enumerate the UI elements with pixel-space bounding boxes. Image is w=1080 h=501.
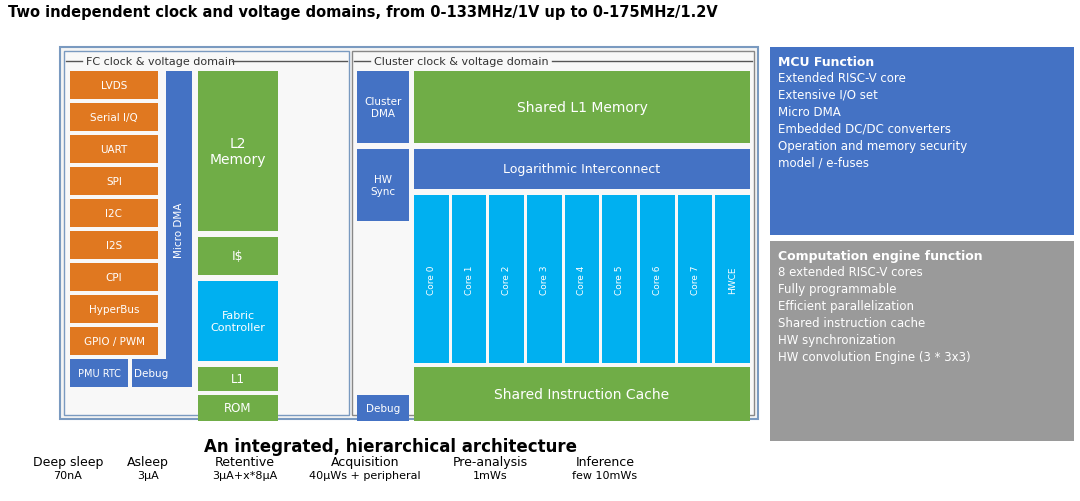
Text: HW synchronization: HW synchronization — [778, 333, 895, 346]
Bar — [565, 195, 599, 363]
Bar — [715, 195, 750, 363]
Text: Cluster clock & voltage domain: Cluster clock & voltage domain — [374, 57, 549, 67]
Text: An integrated, hierarchical architecture: An integrated, hierarchical architecture — [203, 437, 577, 455]
Text: Micro DMA: Micro DMA — [174, 202, 184, 257]
Text: I2C: I2C — [106, 208, 122, 218]
Text: Retentive: Retentive — [215, 455, 275, 468]
Bar — [70, 264, 158, 292]
Text: HW convolution Engine (3 * 3x3): HW convolution Engine (3 * 3x3) — [778, 350, 971, 363]
Bar — [70, 327, 158, 355]
Text: HyperBus: HyperBus — [89, 305, 139, 314]
Bar — [132, 359, 170, 387]
Text: Asleep: Asleep — [127, 455, 168, 468]
Text: Core 1: Core 1 — [464, 265, 473, 294]
Text: HW
Sync: HW Sync — [370, 175, 395, 196]
Bar — [489, 195, 524, 363]
Text: Debug: Debug — [134, 368, 168, 378]
Bar — [640, 195, 675, 363]
Bar — [64, 52, 349, 415]
Text: Fabric
Controller: Fabric Controller — [211, 311, 266, 332]
Text: 3μA: 3μA — [137, 470, 159, 480]
Text: 8 extended RISC-V cores: 8 extended RISC-V cores — [778, 266, 922, 279]
Bar — [70, 231, 158, 260]
Bar — [352, 52, 754, 415]
Text: Inference: Inference — [576, 455, 635, 468]
Text: 1mWs: 1mWs — [473, 470, 508, 480]
Bar — [70, 136, 158, 164]
Text: Pre-analysis: Pre-analysis — [453, 455, 527, 468]
Bar — [198, 237, 278, 276]
Bar — [198, 395, 278, 421]
Bar — [198, 282, 278, 361]
Text: Shared Instruction Cache: Shared Instruction Cache — [495, 387, 670, 401]
Text: Shared instruction cache: Shared instruction cache — [778, 316, 926, 329]
Text: Core 6: Core 6 — [652, 265, 662, 294]
Text: Cluster
DMA: Cluster DMA — [364, 97, 402, 119]
Text: Core 0: Core 0 — [427, 265, 436, 294]
Text: PMU RTC: PMU RTC — [78, 368, 121, 378]
Text: Core 5: Core 5 — [616, 265, 624, 294]
Text: Serial I/Q: Serial I/Q — [90, 113, 138, 123]
Bar — [414, 367, 750, 421]
Text: 70nA: 70nA — [54, 470, 82, 480]
Text: Core 3: Core 3 — [540, 265, 549, 294]
Text: Core 7: Core 7 — [690, 265, 700, 294]
Bar — [603, 195, 637, 363]
Text: Operation and memory security: Operation and memory security — [778, 140, 968, 153]
Bar — [198, 367, 278, 391]
Text: SPI: SPI — [106, 177, 122, 187]
Text: UART: UART — [100, 145, 127, 155]
Bar — [770, 241, 1074, 441]
Bar — [357, 150, 409, 221]
Bar — [527, 195, 562, 363]
Text: Extended RISC-V core: Extended RISC-V core — [778, 72, 906, 85]
Text: few 10mWs: few 10mWs — [572, 470, 637, 480]
Bar — [414, 195, 448, 363]
Bar — [198, 72, 278, 231]
Text: Core 4: Core 4 — [578, 265, 586, 294]
Text: I$: I$ — [232, 250, 244, 263]
Text: Embedded DC/DC converters: Embedded DC/DC converters — [778, 123, 951, 136]
Text: CPI: CPI — [106, 273, 122, 283]
Text: 3μA+x*8μA: 3μA+x*8μA — [213, 470, 278, 480]
Text: Deep sleep: Deep sleep — [32, 455, 104, 468]
Bar — [414, 150, 750, 189]
Text: Acquisition: Acquisition — [330, 455, 400, 468]
Text: MCU Function: MCU Function — [778, 56, 874, 69]
Bar — [451, 195, 486, 363]
Text: 40μWs + peripheral: 40μWs + peripheral — [309, 470, 421, 480]
Text: GPIO / PWM: GPIO / PWM — [83, 336, 145, 346]
Text: ROM: ROM — [225, 402, 252, 415]
Text: Micro DMA: Micro DMA — [778, 106, 840, 119]
Text: I2S: I2S — [106, 240, 122, 250]
Text: L2
Memory: L2 Memory — [210, 137, 267, 167]
Text: Logarithmic Interconnect: Logarithmic Interconnect — [503, 163, 661, 176]
Bar — [166, 72, 192, 387]
Text: Computation engine function: Computation engine function — [778, 249, 983, 263]
Bar — [70, 168, 158, 195]
Text: Core 2: Core 2 — [502, 265, 511, 294]
Text: Shared L1 Memory: Shared L1 Memory — [516, 101, 647, 115]
Bar — [70, 72, 158, 100]
Text: Debug: Debug — [366, 403, 400, 413]
Bar — [70, 296, 158, 323]
Bar — [770, 48, 1074, 235]
Bar — [414, 72, 750, 144]
Text: FC clock & voltage domain: FC clock & voltage domain — [86, 57, 235, 67]
Bar — [357, 395, 409, 421]
Text: Extensive I/O set: Extensive I/O set — [778, 89, 878, 102]
Bar — [60, 48, 758, 419]
Text: Fully programmable: Fully programmable — [778, 283, 896, 296]
Bar — [70, 359, 129, 387]
Text: Two independent clock and voltage domains, from 0-133MHz/1V up to 0-175MHz/1.2V: Two independent clock and voltage domain… — [8, 5, 718, 20]
Text: LVDS: LVDS — [100, 81, 127, 91]
Text: model / e-fuses: model / e-fuses — [778, 157, 869, 170]
Text: HWCE: HWCE — [728, 266, 738, 293]
Bar — [357, 72, 409, 144]
Bar — [70, 199, 158, 227]
Bar — [70, 104, 158, 132]
Bar — [677, 195, 713, 363]
Text: Efficient parallelization: Efficient parallelization — [778, 300, 914, 313]
Text: L1: L1 — [231, 373, 245, 386]
